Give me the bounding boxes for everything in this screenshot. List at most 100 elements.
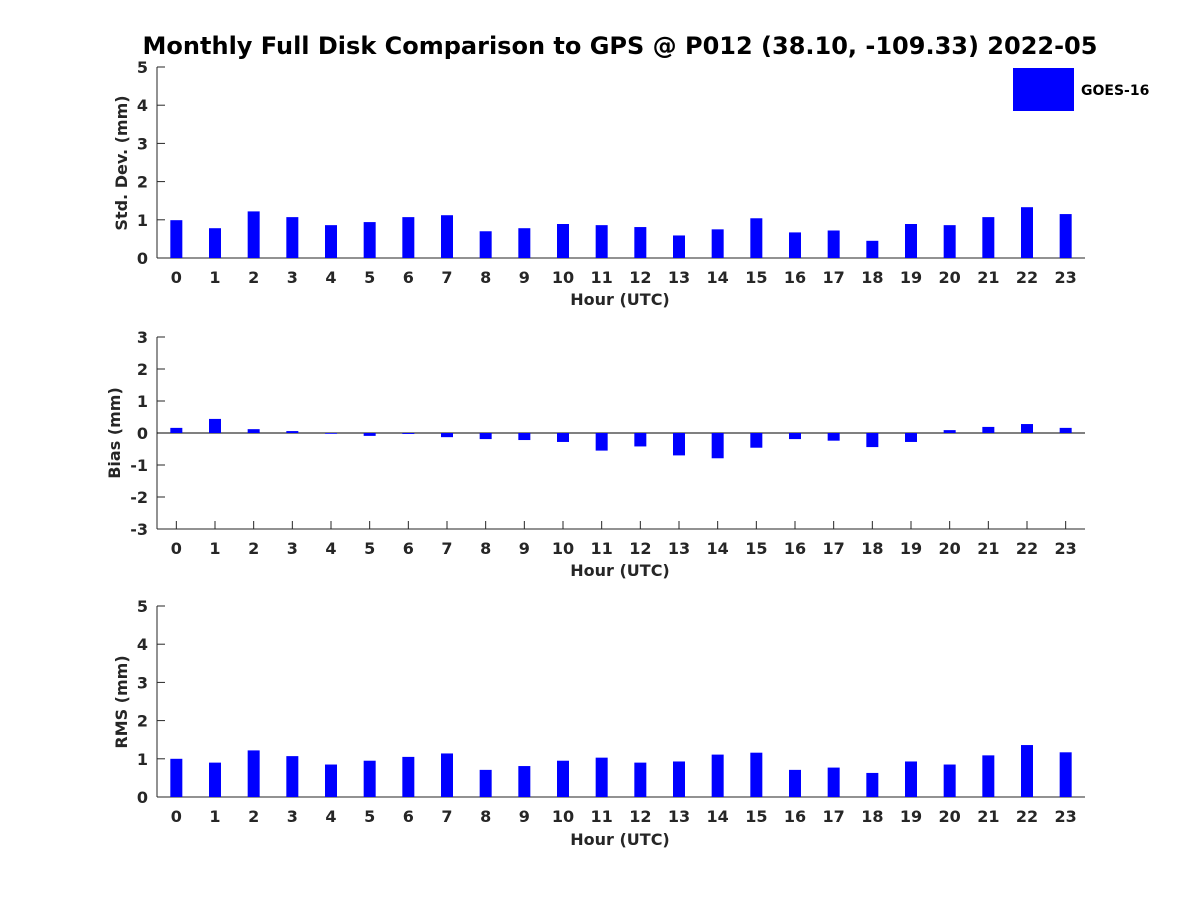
bias-y-tick-label: 0 xyxy=(137,424,148,443)
rms-x-tick-label: 7 xyxy=(441,807,452,826)
std-dev-bar xyxy=(1021,207,1033,258)
rms-x-tick-label: 18 xyxy=(861,807,883,826)
std-dev-x-tick-label: 11 xyxy=(591,268,613,287)
bias-x-tick-label: 0 xyxy=(171,539,182,558)
bias-bar xyxy=(518,433,531,441)
bias-y-tick-label: -1 xyxy=(130,456,148,475)
bias-x-axis-label: Hour (UTC) xyxy=(570,561,670,580)
bias-x-tick-label: 15 xyxy=(745,539,767,558)
std-dev-x-tick-label: 20 xyxy=(939,268,961,287)
std-dev-bar xyxy=(711,229,724,258)
rms-x-tick-label: 15 xyxy=(745,807,767,826)
std-dev-bar xyxy=(286,217,299,258)
bias-bar xyxy=(943,430,956,433)
std-dev-x-tick-label: 19 xyxy=(900,268,922,287)
rms-bar xyxy=(905,761,917,797)
std-dev-bar xyxy=(402,217,415,258)
bias-bar xyxy=(827,433,840,441)
bias-x-tick-label: 3 xyxy=(287,539,298,558)
std-dev-bar xyxy=(325,225,337,258)
rms-x-tick-label: 19 xyxy=(900,807,922,826)
rms-bar xyxy=(170,758,183,797)
bias-y-axis-label: Bias (mm) xyxy=(105,387,124,479)
bias-bar xyxy=(441,433,453,438)
bias-x-tick-label: 20 xyxy=(939,539,961,558)
std-dev-bar xyxy=(1059,214,1072,258)
bias-y-tick-label: 1 xyxy=(137,392,148,411)
bias-x-tick-label: 9 xyxy=(519,539,530,558)
rms-bar xyxy=(789,769,801,797)
std-dev-bar xyxy=(905,224,917,258)
bias-y-tick-label: -3 xyxy=(130,520,148,539)
std-dev-x-tick-label: 13 xyxy=(668,268,690,287)
bias-x-tick-label: 17 xyxy=(823,539,845,558)
std-dev-x-tick-label: 0 xyxy=(171,268,182,287)
std-dev-y-tick-label: 3 xyxy=(137,134,148,153)
std-dev-x-tick-label: 9 xyxy=(519,268,530,287)
std-dev-x-tick-label: 2 xyxy=(248,268,259,287)
std-dev-x-tick-label: 1 xyxy=(209,268,220,287)
std-dev-x-tick-label: 4 xyxy=(325,268,336,287)
rms-x-tick-label: 3 xyxy=(287,807,298,826)
std-dev-x-tick-label: 6 xyxy=(403,268,414,287)
rms-y-tick-label: 1 xyxy=(137,750,148,769)
bias-bar xyxy=(479,433,492,440)
bias-bar xyxy=(247,429,260,433)
rms-bar xyxy=(750,752,763,797)
std-dev-bar xyxy=(750,218,763,258)
std-dev-y-axis-label: Std. Dev. (mm) xyxy=(112,95,131,230)
bias-x-tick-label: 7 xyxy=(441,539,452,558)
std-dev-bar xyxy=(209,228,221,258)
rms-x-tick-label: 13 xyxy=(668,807,690,826)
bias-bar xyxy=(673,433,685,456)
rms-bar xyxy=(1021,745,1033,797)
rms-y-tick-label: 2 xyxy=(137,712,148,731)
figure-title: Monthly Full Disk Comparison to GPS @ P0… xyxy=(143,32,1098,60)
bias-x-tick-label: 16 xyxy=(784,539,806,558)
rms-bar xyxy=(518,766,531,797)
bias-bar xyxy=(325,433,337,434)
bias-bar xyxy=(286,431,299,433)
bias-y-tick-label: -2 xyxy=(130,488,148,507)
rms-bar xyxy=(402,756,415,797)
bias-x-tick-label: 22 xyxy=(1016,539,1038,558)
rms-x-tick-label: 22 xyxy=(1016,807,1038,826)
rms-y-tick-label: 0 xyxy=(137,788,148,807)
rms-bar xyxy=(673,761,685,797)
std-dev-x-tick-label: 14 xyxy=(707,268,729,287)
rms-bar xyxy=(827,767,840,797)
bias-y-tick-label: 3 xyxy=(137,328,148,347)
rms-x-tick-label: 21 xyxy=(977,807,999,826)
rms-x-tick-label: 10 xyxy=(552,807,574,826)
std-dev-bar xyxy=(170,220,183,258)
bias-x-tick-label: 8 xyxy=(480,539,491,558)
rms-x-tick-label: 20 xyxy=(939,807,961,826)
std-dev-x-tick-label: 22 xyxy=(1016,268,1038,287)
rms-x-tick-label: 0 xyxy=(171,807,182,826)
std-dev-bar xyxy=(247,211,260,258)
bias-x-tick-label: 10 xyxy=(552,539,574,558)
bias-x-tick-label: 19 xyxy=(900,539,922,558)
rms-x-tick-label: 5 xyxy=(364,807,375,826)
std-dev-bar xyxy=(673,235,685,258)
std-dev-bar xyxy=(557,224,569,258)
rms-x-tick-label: 17 xyxy=(823,807,845,826)
legend-label: GOES-16 xyxy=(1081,83,1149,99)
std-dev-bar xyxy=(827,230,840,258)
std-dev-x-tick-label: 7 xyxy=(441,268,452,287)
std-dev-y-tick-label: 4 xyxy=(137,96,148,115)
bias-x-tick-label: 2 xyxy=(248,539,259,558)
rms-bar xyxy=(943,764,956,797)
bias-x-tick-label: 12 xyxy=(629,539,651,558)
rms-x-tick-label: 11 xyxy=(591,807,613,826)
std-dev-y-tick-label: 0 xyxy=(137,249,148,268)
bias-bar xyxy=(634,433,647,447)
std-dev-bar xyxy=(789,232,801,258)
rms-bar xyxy=(479,769,492,797)
bias-x-tick-label: 5 xyxy=(364,539,375,558)
bias-x-tick-label: 14 xyxy=(707,539,729,558)
std-dev-x-tick-label: 3 xyxy=(287,268,298,287)
